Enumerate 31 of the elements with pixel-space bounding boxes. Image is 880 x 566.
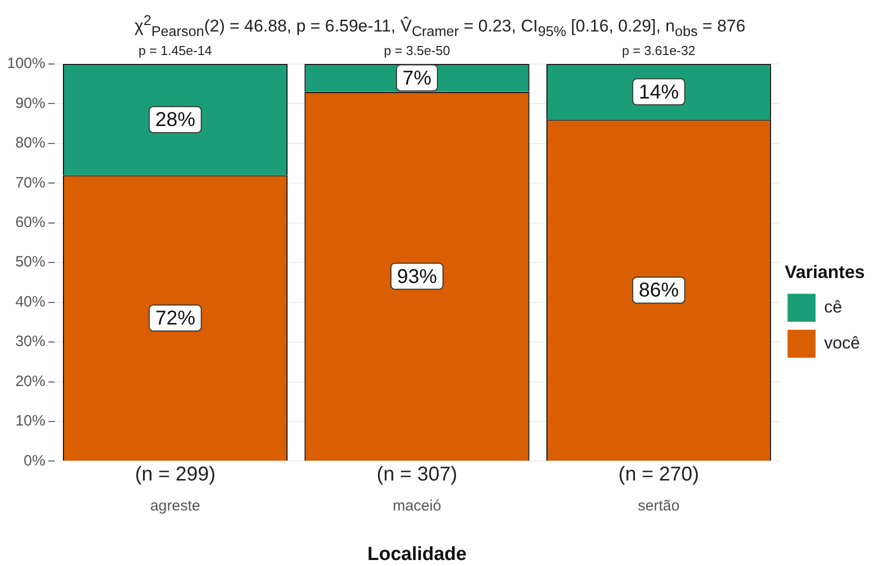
data-label: 7% bbox=[402, 67, 432, 90]
y-tick-label: 80% bbox=[15, 134, 46, 152]
data-label: 86% bbox=[638, 280, 679, 302]
legend-title: Variantes bbox=[784, 262, 865, 282]
y-tick-label: 100% bbox=[6, 55, 46, 72]
y-tick-label: 20% bbox=[15, 372, 46, 390]
text: (n = 307) bbox=[376, 464, 458, 486]
annotation: p = 3.5e-50 bbox=[384, 43, 450, 58]
y-tick-label: 90% bbox=[15, 94, 46, 112]
text: (n = 299) bbox=[134, 464, 216, 486]
chart-title: χ$^{2}$$_{Pearson}$(2) = 46.88, p = 6.59e-11, V̂$_{Cramer}$ = 0.23, CI$_{95%}$ [0.16, 0.29], n$_{obs}$ = 876 bbox=[134, 13, 746, 40]
x-tick-label: maceió bbox=[392, 497, 442, 514]
x-tick-label: agreste bbox=[150, 497, 200, 514]
annotation: p = 1.45e-14 bbox=[138, 43, 212, 58]
y-tick-label: 60% bbox=[15, 214, 46, 232]
x-tick-label: sertão bbox=[638, 497, 680, 514]
annotation: p = 3.61e-32 bbox=[622, 43, 696, 58]
y-tick-label: 70% bbox=[15, 174, 46, 192]
y-tick-label: 0% bbox=[24, 452, 46, 470]
data-label: 93% bbox=[396, 266, 438, 288]
y-tick-label: 30% bbox=[15, 333, 46, 350]
legend-label: você bbox=[824, 333, 860, 352]
legend-label: cê bbox=[824, 297, 842, 316]
data-label: 28% bbox=[155, 109, 196, 132]
y-tick-label: 40% bbox=[15, 293, 46, 310]
data-label: 14% bbox=[638, 81, 679, 104]
y-tick-label: 10% bbox=[15, 412, 46, 430]
y-tick-label: 50% bbox=[15, 254, 46, 271]
x-axis-title: Localidade bbox=[367, 544, 467, 565]
data-label: 72% bbox=[155, 307, 196, 330]
text: (n = 270) bbox=[618, 464, 700, 486]
